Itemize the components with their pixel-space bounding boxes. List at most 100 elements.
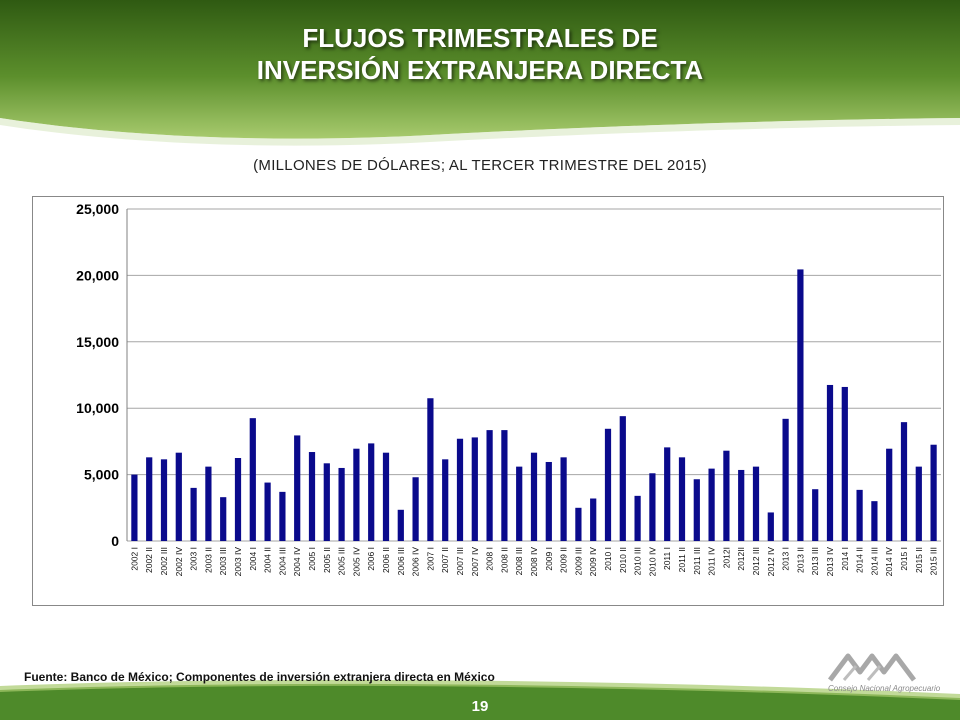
- x-tick-label: 2012I: [721, 547, 731, 568]
- x-tick-label: 2003 I: [189, 547, 199, 571]
- y-tick-label: 10,000: [76, 400, 119, 416]
- x-tick-label: 2011 II: [677, 547, 687, 572]
- bar: [456, 438, 464, 541]
- bar: [146, 457, 153, 541]
- x-tick-label: 2008 I: [485, 547, 495, 571]
- x-tick-label: 2011 III: [692, 547, 702, 575]
- x-tick-label: 2014 IV: [884, 547, 894, 577]
- bar: [175, 452, 182, 541]
- x-tick-label: 2004 I: [248, 547, 258, 571]
- slide-title-line1: FLUJOS TRIMESTRALES DE: [302, 23, 658, 53]
- x-tick-label: 2010 II: [618, 547, 628, 573]
- bar: [930, 444, 937, 541]
- y-tick-label: 5,000: [84, 467, 119, 483]
- x-tick-label: 2010 IV: [647, 547, 657, 577]
- bar: [738, 469, 745, 541]
- bar: [486, 430, 493, 541]
- bar: [264, 482, 271, 541]
- bar: [338, 467, 345, 541]
- footer-band: [0, 679, 960, 720]
- slide-title: FLUJOS TRIMESTRALES DE INVERSIÓN EXTRANJ…: [0, 22, 960, 86]
- x-tick-label: 2010 III: [633, 547, 643, 575]
- bar: [249, 418, 256, 541]
- x-tick-label: 2004 II: [263, 547, 273, 573]
- bar: [353, 448, 360, 541]
- y-tick-label: 20,000: [76, 267, 119, 283]
- x-tick-label: 2006 II: [381, 547, 391, 573]
- x-tick-label: 2005 IV: [351, 547, 361, 577]
- x-tick-label: 2005 I: [307, 547, 317, 571]
- bar: [234, 458, 242, 541]
- header-banner: [0, 0, 960, 146]
- bar: [442, 459, 449, 541]
- x-tick-label: 2010 I: [603, 547, 613, 571]
- chart-subtitle: (MILLONES DE DÓLARES; AL TERCER TRIMESTR…: [253, 157, 707, 174]
- bar: [812, 489, 819, 541]
- x-tick-label: 2006 III: [396, 547, 406, 575]
- x-tick-label: 2015 II: [914, 547, 924, 573]
- x-tick-label: 2008 IV: [529, 547, 539, 577]
- x-tick-label: 2007 III: [455, 547, 465, 575]
- bar: [190, 487, 197, 541]
- bar: [693, 479, 700, 541]
- page-number: 19: [471, 698, 489, 715]
- x-tick-label: 2011 IV: [707, 547, 717, 576]
- x-tick-label: 2002 II: [144, 547, 154, 573]
- bar: [205, 466, 212, 541]
- bar: [368, 443, 375, 541]
- x-tick-label: 2008 III: [514, 547, 524, 575]
- bar: [604, 428, 612, 541]
- x-tick-label: 2013 II: [795, 547, 805, 573]
- x-tick-label: 2004 IV: [292, 547, 302, 577]
- bar: [841, 386, 848, 541]
- bar: [767, 512, 774, 541]
- bar: [826, 384, 834, 541]
- bar: [308, 452, 316, 541]
- x-tick-label: 2002 IV: [174, 547, 184, 577]
- chart-frame: 0 5,000 10,000 15,000 20,000 25,000 2002 I 2002…: [32, 196, 944, 606]
- bar: [590, 498, 597, 541]
- bar: [560, 457, 567, 541]
- bar: [131, 474, 138, 541]
- x-tick-label: 2012 IV: [766, 547, 776, 577]
- x-tick-label: 2005 II: [322, 547, 332, 573]
- x-tick-label: 2009 IV: [588, 547, 598, 577]
- x-tick-label: 2009 III: [573, 547, 583, 575]
- bar: [619, 416, 626, 541]
- x-tick-label: 2013 I: [781, 547, 791, 571]
- bar: [634, 495, 641, 541]
- bar: [160, 459, 168, 541]
- bar: [723, 450, 730, 541]
- logo-text: Consejo Nacional Agropecuario: [828, 684, 941, 693]
- bar: [708, 468, 715, 541]
- x-tick-label: 2015 III: [929, 547, 939, 575]
- bar: [900, 422, 908, 541]
- bar: [782, 418, 789, 541]
- x-tick-label: 2013 IV: [825, 547, 835, 577]
- bar: [649, 473, 656, 541]
- bar: [382, 452, 390, 541]
- bar-chart: 0 5,000 10,000 15,000 20,000 25,000 2002 I 2002…: [76, 201, 941, 577]
- bar: [664, 447, 671, 541]
- x-tick-label: 2012 III: [751, 547, 761, 575]
- bar: [516, 466, 523, 541]
- x-tick-label: 2007 I: [425, 547, 435, 571]
- x-tick-label: 2012II: [736, 547, 746, 571]
- y-tick-label: 0: [111, 533, 119, 549]
- bar: [279, 491, 286, 541]
- bar: [427, 398, 434, 541]
- x-tick-label: 2002 I: [129, 547, 139, 571]
- x-tick-label: 2007 IV: [470, 547, 480, 577]
- bar: [530, 452, 538, 541]
- slide-title-line2: INVERSIÓN EXTRANJERA DIRECTA: [256, 55, 704, 85]
- bar: [915, 466, 922, 541]
- x-tick-label: 2006 IV: [411, 547, 421, 577]
- bar: [545, 461, 552, 541]
- bar: [856, 489, 863, 541]
- x-tick-label: 2005 III: [337, 547, 347, 575]
- x-tick-label: 2003 IV: [233, 547, 243, 577]
- x-tick-label: 2009 I: [544, 547, 554, 571]
- bar: [797, 269, 804, 541]
- x-tick-label: 2009 II: [559, 547, 569, 573]
- x-tick-label: 2014 I: [840, 547, 850, 571]
